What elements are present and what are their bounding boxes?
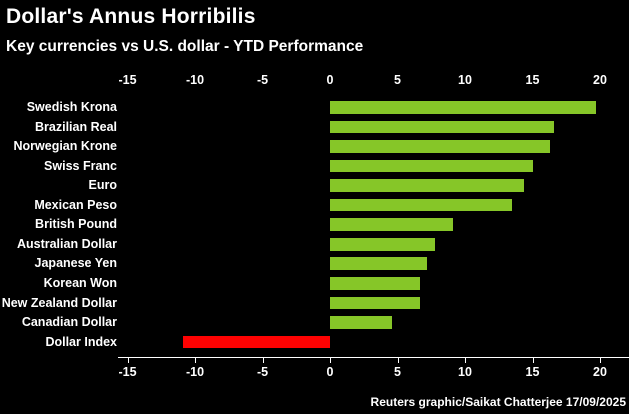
category-label: Mexican Peso (34, 197, 117, 212)
category-label: Norwegian Krone (13, 139, 118, 154)
bar-positive (330, 140, 551, 153)
bottom-axis-tick-label: -5 (256, 365, 269, 379)
category-label: Dollar Index (45, 334, 117, 349)
bar-positive (330, 276, 421, 290)
category-label: Euro (88, 178, 117, 193)
credit-text: Reuters graphic/Saikat Chatterjee 17/09/… (370, 395, 626, 409)
top-axis-tick-label: -5 (256, 73, 269, 87)
bottom-axis-tick-mark (465, 357, 466, 363)
bar-positive (330, 316, 393, 329)
bar-positive (330, 179, 525, 192)
top-axis-tick-label: -10 (185, 73, 205, 87)
bottom-axis-tick-mark (397, 357, 399, 363)
category-label: Brazilian Real (35, 119, 117, 134)
bar-positive (330, 159, 533, 173)
bar-positive (330, 218, 453, 231)
category-label: Swiss Franc (44, 158, 117, 173)
bottom-axis-tick-label: 0 (326, 365, 334, 379)
bar-positive (330, 296, 421, 310)
category-label: New Zealand Dollar (1, 295, 117, 310)
top-axis-tick-label: 20 (593, 73, 607, 87)
bottom-axis-tick-label: -10 (185, 365, 205, 379)
bottom-axis-tick-mark (262, 357, 264, 363)
category-label: Japanese Yen (34, 256, 117, 271)
bar-negative (182, 335, 330, 349)
chart-title: Dollar's Annus Horribilis (6, 5, 256, 28)
bar-positive (330, 101, 596, 114)
bottom-axis-tick-mark (330, 357, 331, 363)
bar-positive (330, 257, 428, 271)
bottom-axis-tick-label: 10 (458, 365, 472, 379)
category-label: Korean Won (43, 275, 117, 290)
bar-positive (330, 237, 436, 251)
top-axis-tick-label: 5 (394, 73, 401, 87)
bottom-axis-tick-label: 15 (525, 365, 540, 379)
bottom-axis-tick-mark (600, 357, 601, 363)
bottom-axis-tick-mark (532, 357, 534, 363)
bottom-axis-line (118, 357, 629, 358)
bar-positive (330, 120, 555, 134)
bottom-axis-tick-label: 5 (394, 365, 401, 379)
category-label: Swedish Krona (26, 100, 117, 114)
top-axis-tick-label: -15 (118, 73, 137, 87)
bottom-axis-tick-label: 20 (593, 365, 607, 379)
category-label: Australian Dollar (16, 236, 117, 251)
category-label: Canadian Dollar (21, 315, 117, 330)
bottom-axis-tick-label: -15 (118, 365, 137, 379)
top-axis-tick-label: 10 (458, 73, 472, 87)
top-axis-tick-label: 0 (326, 73, 334, 87)
category-label: British Pound (35, 217, 117, 232)
top-axis-tick-label: 15 (525, 73, 540, 87)
bottom-axis-tick-mark (195, 357, 196, 363)
bottom-axis-tick-mark (127, 357, 129, 363)
chart-subtitle: Key currencies vs U.S. dollar - YTD Perf… (6, 38, 364, 55)
bar-positive (330, 198, 513, 212)
